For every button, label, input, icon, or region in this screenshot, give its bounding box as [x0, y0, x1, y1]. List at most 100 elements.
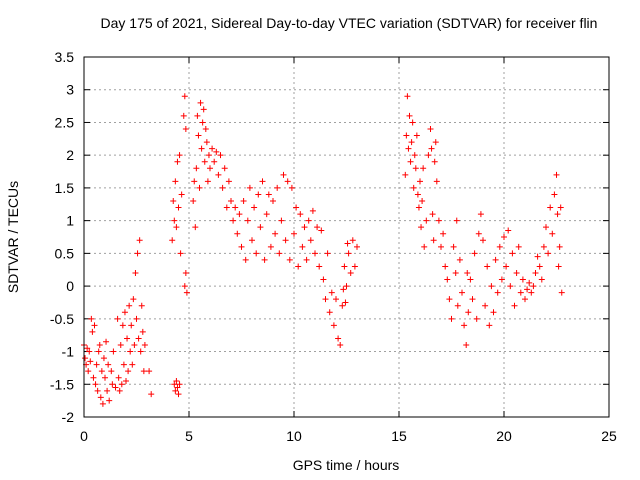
data-point [288, 184, 295, 191]
data-point [309, 207, 316, 214]
data-point [418, 224, 425, 231]
data-point [194, 112, 201, 119]
data-point [505, 227, 512, 234]
data-point [193, 165, 200, 172]
data-point [173, 378, 180, 384]
data-point [407, 158, 414, 165]
data-point [498, 276, 505, 283]
data-point [249, 237, 255, 244]
data-point [238, 243, 245, 250]
data-point [259, 178, 266, 185]
data-point [128, 322, 135, 329]
data-point [182, 126, 189, 132]
data-point [182, 270, 189, 276]
data-point [282, 237, 289, 244]
data-point [528, 289, 535, 296]
y-tick-label: 2.5 [55, 114, 75, 130]
data-point [341, 263, 348, 270]
data-point [301, 224, 308, 231]
y-tick-label: -2 [62, 409, 75, 425]
data-point [99, 400, 106, 407]
data-point [112, 384, 119, 391]
x-tick-label: 25 [601, 428, 617, 444]
data-point [228, 198, 234, 204]
data-point [261, 256, 268, 263]
data-point [236, 211, 243, 218]
y-tick-label: -0.5 [50, 311, 74, 327]
data-point [435, 217, 442, 224]
data-point [446, 296, 453, 303]
data-point [86, 348, 93, 355]
data-point [274, 184, 281, 191]
y-tick-label: -1.5 [50, 376, 74, 392]
data-point [221, 165, 228, 172]
x-tick-label: 0 [80, 428, 88, 444]
data-point [326, 309, 333, 316]
data-point [172, 178, 179, 185]
data-point [538, 276, 545, 283]
data-point [475, 230, 482, 237]
axes: -2 -1.5 -1 -0.5 0 0.5 1 1.5 2 2.5 3 3.5 0 5 10 15 20 25 [50, 49, 617, 444]
data-point [349, 237, 356, 244]
data-point [405, 145, 412, 152]
data-point [230, 217, 237, 224]
data-point [335, 335, 342, 342]
data-point [456, 256, 463, 263]
data-point [471, 250, 478, 257]
data-point [526, 279, 533, 286]
x-tick-label: 20 [496, 428, 512, 444]
data-point [240, 198, 247, 204]
x-tick-label: 5 [185, 428, 193, 444]
data-point [85, 368, 92, 375]
data-point [473, 315, 480, 322]
data-point [267, 243, 274, 250]
data-point [104, 387, 111, 394]
data-point [532, 270, 539, 276]
data-point [509, 250, 516, 257]
data-point [345, 250, 352, 257]
data-point [232, 204, 239, 211]
y-tick-label: 1 [66, 213, 74, 229]
data-point [263, 211, 270, 218]
data-point [534, 253, 541, 260]
data-point [174, 158, 181, 165]
data-point [333, 296, 339, 303]
data-point [305, 217, 312, 224]
data-point [93, 361, 100, 368]
data-point [450, 243, 457, 250]
data-point [190, 198, 197, 204]
data-point [464, 270, 471, 276]
data-point [95, 348, 102, 355]
data-point [180, 112, 187, 119]
data-point [225, 178, 232, 185]
data-point [286, 256, 293, 263]
data-point [174, 384, 181, 391]
data-point [461, 322, 468, 329]
data-point [524, 286, 531, 293]
data-point [120, 361, 127, 368]
data-point [408, 139, 415, 146]
data-point [278, 217, 285, 224]
data-point [340, 286, 347, 293]
data-point [314, 224, 321, 231]
data-point [519, 276, 526, 283]
data-point [110, 348, 117, 355]
data-point [246, 184, 253, 191]
data-point [555, 263, 562, 270]
data-point [454, 302, 461, 309]
data-point [494, 289, 501, 296]
data-point [419, 198, 426, 204]
data-point [105, 361, 112, 368]
data-point [554, 211, 561, 218]
data-point [170, 198, 177, 204]
data-point [442, 263, 449, 270]
data-point [91, 322, 98, 329]
data-point [337, 342, 344, 348]
data-point [425, 152, 432, 159]
data-point [98, 368, 105, 375]
data-point [123, 378, 129, 384]
data-point [82, 355, 89, 362]
data-point [127, 348, 134, 355]
data-point [438, 243, 444, 250]
data-point [406, 112, 413, 119]
